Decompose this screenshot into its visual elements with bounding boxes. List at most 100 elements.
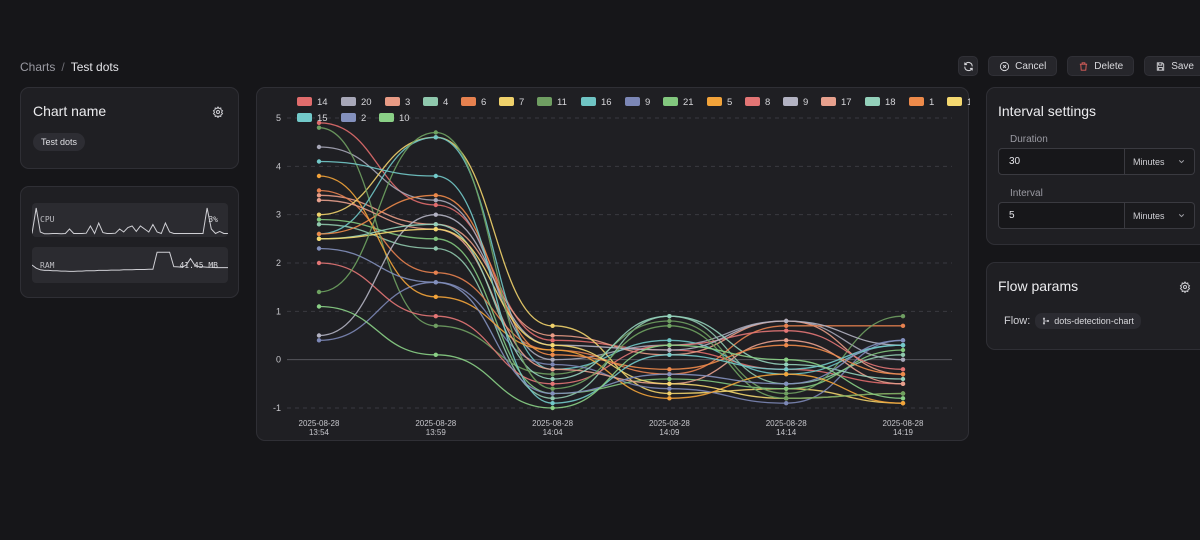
data-point[interactable] — [900, 323, 906, 329]
data-point[interactable] — [550, 405, 555, 411]
data-point[interactable] — [667, 391, 672, 396]
data-point[interactable] — [433, 173, 438, 179]
data-point[interactable] — [433, 197, 438, 203]
data-point[interactable] — [667, 313, 672, 319]
data-point[interactable] — [784, 318, 789, 324]
data-point[interactable] — [784, 362, 789, 367]
data-point[interactable] — [550, 386, 555, 391]
data-point[interactable] — [900, 381, 906, 387]
data-point[interactable] — [550, 333, 555, 338]
data-point[interactable] — [550, 376, 555, 382]
data-point[interactable] — [433, 280, 438, 285]
data-point[interactable] — [784, 396, 789, 401]
data-point[interactable] — [784, 323, 789, 329]
data-point[interactable] — [784, 328, 789, 333]
data-point[interactable] — [900, 367, 906, 372]
data-point[interactable] — [433, 236, 438, 242]
data-point[interactable] — [667, 367, 672, 372]
data-point[interactable] — [900, 347, 906, 353]
gear-icon[interactable] — [1179, 281, 1191, 293]
data-point[interactable] — [433, 130, 438, 135]
data-point[interactable] — [316, 236, 322, 242]
legend-item[interactable]: 1 — [909, 97, 934, 108]
data-point[interactable] — [784, 381, 789, 387]
data-point[interactable] — [433, 313, 438, 319]
data-point[interactable] — [550, 357, 555, 362]
data-point[interactable] — [433, 352, 438, 358]
data-point[interactable] — [667, 396, 672, 401]
data-point[interactable] — [900, 371, 906, 377]
data-point[interactable] — [316, 304, 322, 309]
data-point[interactable] — [550, 396, 555, 401]
interval-input[interactable] — [998, 202, 1125, 229]
data-point[interactable] — [550, 338, 555, 343]
refresh-button[interactable] — [958, 56, 979, 76]
legend-item[interactable]: 6 — [461, 97, 486, 108]
breadcrumb-charts-link[interactable]: Charts — [20, 60, 56, 74]
data-point[interactable] — [433, 270, 438, 275]
legend-item[interactable]: 16 — [581, 97, 612, 108]
data-point[interactable] — [316, 197, 322, 203]
data-point[interactable] — [667, 338, 672, 343]
data-point[interactable] — [316, 231, 322, 237]
delete-button[interactable]: Delete — [1067, 56, 1135, 76]
legend-item[interactable]: 10 — [379, 113, 410, 124]
data-point[interactable] — [667, 386, 672, 391]
data-point[interactable] — [667, 376, 672, 382]
legend-item[interactable]: 4 — [423, 97, 448, 108]
legend-item[interactable]: 9 — [625, 97, 650, 108]
data-point[interactable] — [667, 342, 672, 348]
data-point[interactable] — [316, 333, 322, 338]
cancel-button[interactable]: Cancel — [988, 56, 1058, 76]
save-button[interactable]: Save — [1144, 56, 1200, 76]
data-point[interactable] — [316, 289, 322, 295]
data-point[interactable] — [667, 381, 672, 387]
legend-item[interactable]: 12 — [947, 97, 970, 108]
data-point[interactable] — [550, 371, 555, 377]
data-point[interactable] — [433, 323, 438, 329]
data-point[interactable] — [784, 391, 789, 396]
data-point[interactable] — [316, 159, 322, 164]
data-point[interactable] — [550, 381, 555, 387]
data-point[interactable] — [900, 338, 906, 343]
data-point[interactable] — [433, 246, 438, 251]
legend-item[interactable]: 18 — [865, 97, 896, 108]
data-point[interactable] — [784, 371, 789, 377]
data-point[interactable] — [550, 391, 555, 396]
data-point[interactable] — [550, 323, 555, 329]
data-point[interactable] — [667, 371, 672, 377]
data-point[interactable] — [784, 367, 789, 372]
data-point[interactable] — [433, 294, 438, 300]
data-point[interactable] — [900, 352, 906, 358]
gear-icon[interactable] — [212, 106, 224, 118]
data-point[interactable] — [550, 352, 555, 358]
data-point[interactable] — [667, 347, 672, 353]
data-point[interactable] — [900, 357, 906, 362]
data-point[interactable] — [550, 400, 555, 406]
legend-item[interactable]: 9 — [783, 97, 808, 108]
data-point[interactable] — [900, 396, 906, 401]
legend-item[interactable]: 8 — [745, 97, 770, 108]
legend-item[interactable]: 7 — [499, 97, 524, 108]
flow-pill[interactable]: dots-detection-chart — [1035, 313, 1141, 329]
data-point[interactable] — [667, 352, 672, 358]
data-point[interactable] — [316, 338, 322, 343]
data-point[interactable] — [316, 217, 322, 222]
data-point[interactable] — [900, 313, 906, 319]
data-point[interactable] — [667, 323, 672, 329]
data-point[interactable] — [433, 226, 438, 232]
data-point[interactable] — [784, 342, 789, 348]
data-point[interactable] — [433, 212, 438, 217]
data-point[interactable] — [900, 376, 906, 382]
data-point[interactable] — [784, 400, 789, 406]
data-point[interactable] — [316, 246, 322, 251]
legend-item[interactable]: 14 — [297, 97, 328, 108]
data-point[interactable] — [667, 318, 672, 324]
data-point[interactable] — [316, 188, 322, 193]
interval-unit-select[interactable]: Minutes — [1125, 202, 1195, 229]
data-point[interactable] — [784, 386, 789, 391]
legend-item[interactable]: 5 — [707, 97, 732, 108]
data-point[interactable] — [316, 120, 322, 126]
data-point[interactable] — [316, 260, 322, 266]
data-point[interactable] — [433, 193, 438, 198]
